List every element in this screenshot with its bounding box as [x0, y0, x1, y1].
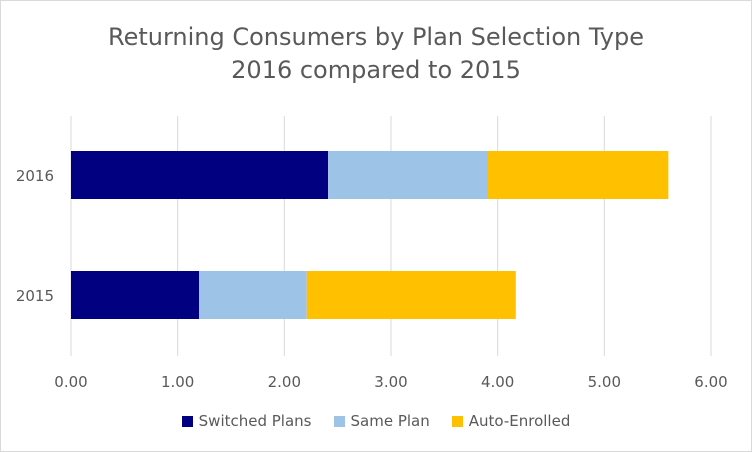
x-tick-label: 1.00 [161, 373, 194, 391]
y-tick-label: 2016 [16, 167, 54, 185]
bar-2016-auto-enrolled [487, 151, 669, 199]
legend-label-auto-enrolled: Auto-Enrolled [468, 412, 571, 430]
y-tick-label: 2015 [16, 287, 54, 305]
bar-2015-same-plan [199, 271, 307, 319]
x-tick-label: 3.00 [374, 373, 407, 391]
legend-swatch-same-plan [333, 415, 345, 427]
legend-swatch-auto-enrolled [451, 415, 463, 427]
bar-2015-auto-enrolled [306, 271, 516, 319]
x-tick-label: 4.00 [481, 373, 514, 391]
bar-2015-switched-plans [71, 271, 199, 319]
chart-title-line-1: Returning Consumers by Plan Selection Ty… [107, 23, 644, 51]
legend-item-same-plan: Same Plan [333, 411, 430, 431]
legend: Switched Plans Same Plan Auto-Enrolled [1, 411, 751, 431]
bar-2016-same-plan [328, 151, 487, 199]
x-tick-label: 0.00 [54, 373, 87, 391]
chart-title: Returning Consumers by Plan Selection Ty… [1, 21, 751, 87]
bar-2016-switched-plans [71, 151, 329, 199]
legend-label-switched-plans: Switched Plans [198, 412, 312, 430]
chart-title-line-2: 2016 compared to 2015 [231, 56, 521, 84]
legend-item-switched-plans: Switched Plans [181, 411, 312, 431]
x-tick-label: 2.00 [268, 373, 301, 391]
legend-label-same-plan: Same Plan [350, 412, 430, 430]
x-tick-label: 5.00 [588, 373, 621, 391]
legend-item-auto-enrolled: Auto-Enrolled [451, 411, 571, 431]
x-tick-label: 6.00 [694, 373, 727, 391]
legend-swatch-switched-plans [181, 415, 193, 427]
